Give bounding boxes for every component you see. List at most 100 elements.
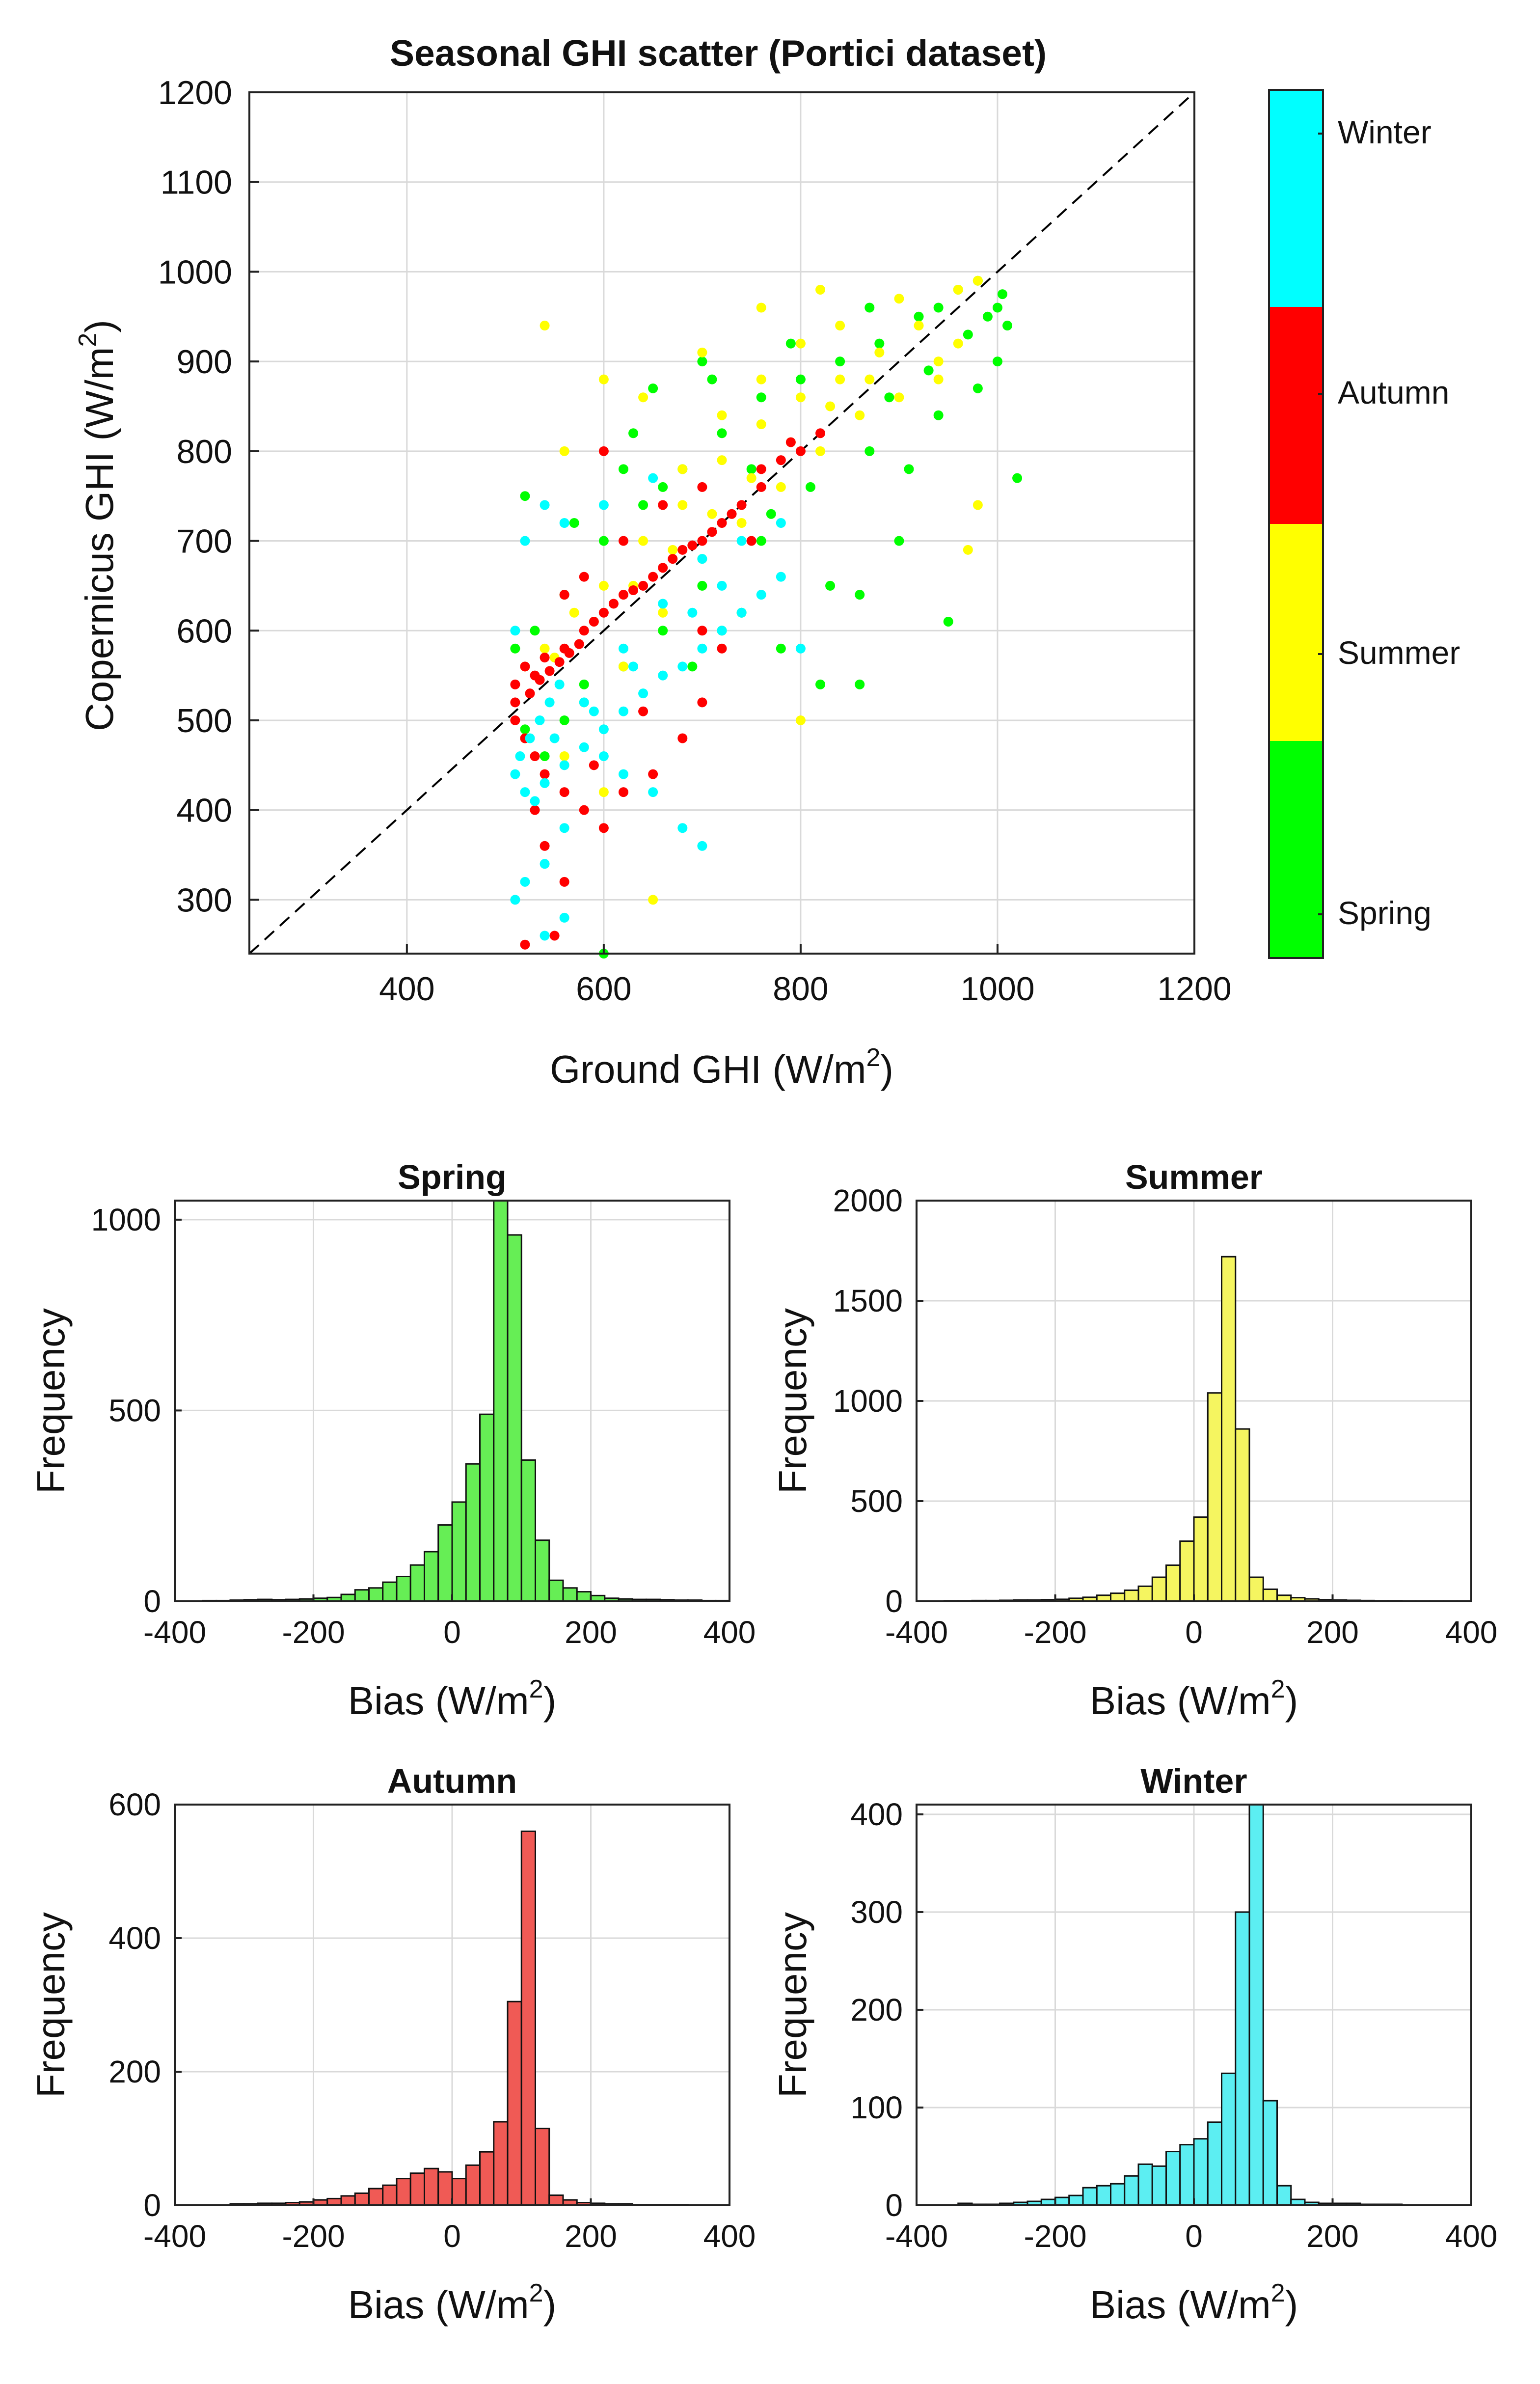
scatter-point	[697, 482, 707, 492]
histogram-bar	[535, 1539, 550, 1602]
scatter-point	[776, 482, 786, 492]
histogram-y-tick-label: 500	[850, 1483, 903, 1519]
histogram-x-tick-label: 400	[703, 2219, 756, 2254]
scatter-point	[677, 464, 688, 474]
histogram-bar	[548, 2194, 564, 2206]
scatter-point	[598, 823, 609, 833]
scatter-point	[677, 545, 688, 555]
scatter-point	[520, 536, 530, 546]
scatter-point	[825, 401, 836, 411]
scatter-point	[973, 500, 983, 510]
scatter-point	[598, 500, 609, 510]
histogram-bar	[465, 1463, 481, 1602]
scatter-point	[598, 446, 609, 456]
histogram-y-tick-label: 100	[850, 2090, 903, 2125]
scatter-point	[727, 509, 737, 519]
scatter-point	[746, 473, 756, 483]
histogram-x-tick-label: 400	[703, 1615, 756, 1650]
scatter-point	[579, 679, 589, 689]
scatter-y-tick-label: 400	[177, 792, 232, 829]
scatter-point	[579, 742, 589, 752]
histogram-bar	[1193, 1516, 1209, 1602]
scatter-point	[618, 769, 628, 779]
scatter-point	[785, 437, 796, 447]
scatter-point	[549, 733, 560, 743]
histogram-bar	[1137, 2163, 1153, 2206]
scatter-point	[579, 697, 589, 708]
histogram-bar	[1124, 2175, 1139, 2206]
scatter-point	[855, 590, 865, 600]
histogram-bar	[354, 2192, 370, 2206]
scatter-point	[525, 688, 535, 699]
scatter-point	[992, 356, 1002, 367]
histogram-bar	[340, 1593, 356, 1602]
histogram-bar	[368, 1587, 384, 1602]
scatter-point	[598, 374, 609, 384]
scatter-point	[795, 446, 806, 456]
histogram-bar	[1248, 1804, 1264, 2206]
scatter-point	[658, 626, 668, 636]
histogram-bar	[548, 1579, 564, 1602]
scatter-point	[756, 464, 766, 474]
scatter-point	[756, 482, 766, 492]
histogram-x-tick-label: 200	[565, 1615, 617, 1650]
scatter-point	[608, 599, 619, 609]
histogram-winter: -400 -200 0 200 400 0 100 200 300 400 Winter Bias (…	[771, 1762, 1497, 2327]
histogram-y-tick-label: 1000	[833, 1383, 903, 1419]
scatter-point	[525, 733, 535, 743]
scatter-point	[894, 294, 904, 304]
scatter-point	[638, 580, 648, 591]
colorbar-label-winter: Winter	[1338, 114, 1432, 150]
scatter-point	[598, 724, 609, 735]
histogram-y-tick-label: 600	[108, 1787, 161, 1822]
histogram-bar	[451, 1501, 467, 1602]
scatter-point	[805, 482, 815, 492]
scatter-point	[554, 657, 565, 667]
scatter-point	[697, 536, 707, 546]
histogram-x-tick-label: 0	[443, 1615, 461, 1650]
scatter-point	[540, 500, 550, 510]
scatter-point	[535, 715, 545, 725]
scatter-point	[510, 626, 520, 636]
histogram-x-axis-label: Bias (W/m2)	[348, 2279, 556, 2327]
scatter-x-tick-label: 1200	[1157, 970, 1231, 1008]
scatter-point	[707, 374, 717, 384]
scatter-point	[658, 482, 668, 492]
scatter-point	[756, 392, 766, 403]
scatter-point	[648, 383, 658, 393]
histogram-x-tick-label: -400	[885, 2219, 948, 2254]
scatter-point	[776, 455, 786, 466]
histogram-y-tick-label: 1500	[833, 1283, 903, 1318]
scatter-point	[766, 509, 776, 519]
colorbar-segment-winter	[1269, 90, 1323, 307]
scatter-point	[795, 338, 806, 349]
scatter-y-tick-label: 800	[177, 433, 232, 470]
scatter-point	[559, 912, 569, 923]
scatter-point	[677, 500, 688, 510]
scatter-point	[894, 536, 904, 546]
scatter-point	[973, 383, 983, 393]
scatter-point	[933, 374, 944, 384]
scatter-point	[933, 410, 944, 420]
scatter-point	[618, 536, 628, 546]
scatter-point	[736, 536, 747, 546]
scatter-point	[520, 939, 530, 950]
histogram-title-spring: Spring	[398, 1158, 507, 1196]
scatter-point	[549, 931, 560, 941]
scatter-point	[589, 706, 599, 716]
scatter-point	[973, 275, 983, 286]
histogram-bar	[340, 2195, 356, 2206]
histogram-y-tick-label: 0	[143, 2188, 161, 2223]
scatter-point	[795, 374, 806, 384]
scatter-point	[963, 329, 973, 340]
histogram-bar	[1221, 1256, 1237, 1602]
scatter-point	[544, 697, 555, 708]
colorbar-segment-spring	[1269, 741, 1323, 958]
scatter-point	[638, 392, 648, 403]
scatter-point	[520, 724, 530, 735]
scatter-ticks: 400 600 800 1000 1200 300 400 500 600 700 800 900 10…	[158, 74, 1232, 1008]
scatter-point	[963, 545, 973, 555]
scatter-point	[559, 751, 569, 762]
scatter-point	[510, 643, 520, 654]
scatter-point	[579, 805, 589, 815]
